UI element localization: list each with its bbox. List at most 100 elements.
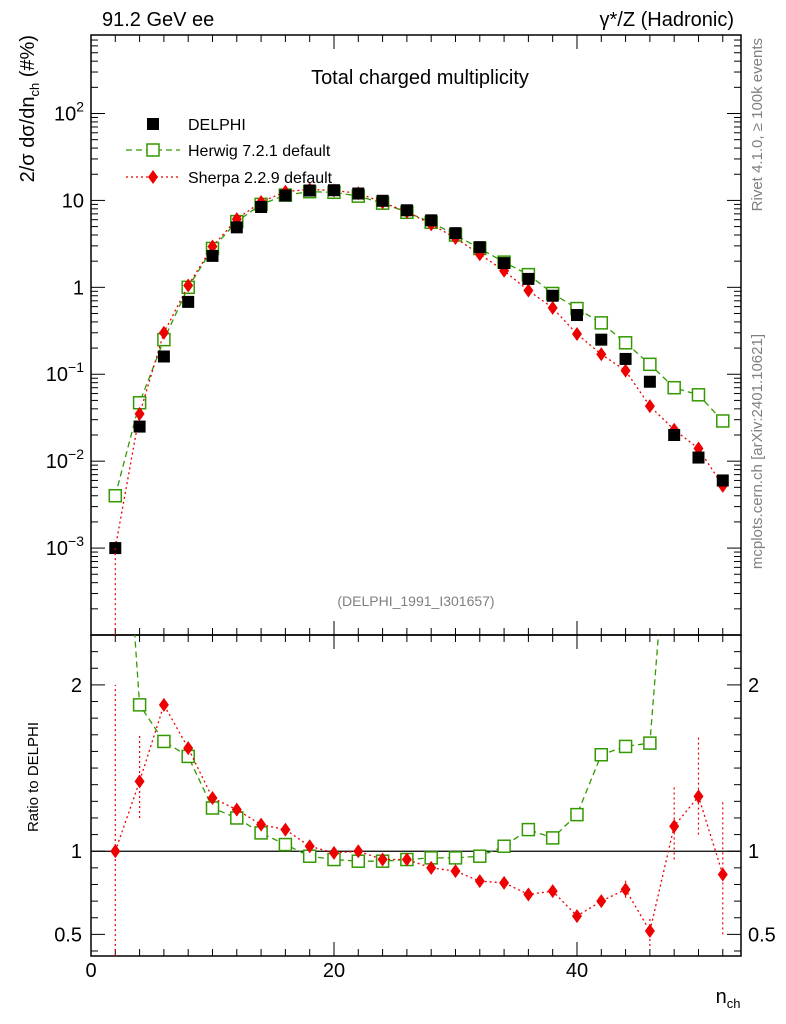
sherpa-point	[499, 875, 510, 890]
sherpa-point	[620, 363, 631, 378]
sherpa-point	[304, 839, 315, 854]
xlabel: nch	[716, 986, 741, 1011]
sherpa-point	[148, 170, 158, 184]
sherpa-point	[328, 845, 339, 860]
y-tick-label: 102	[54, 98, 84, 125]
data-point	[133, 420, 146, 433]
sherpa-point	[717, 867, 728, 882]
herwig-point	[473, 849, 487, 863]
herwig-point	[157, 734, 171, 749]
main-ylabel: 2/σ dσ/dnch (#%)	[17, 35, 42, 182]
sherpa-point	[158, 697, 169, 712]
y-tick-label: 10−3	[46, 533, 84, 560]
data-point	[473, 241, 486, 254]
sherpa-point	[183, 278, 194, 293]
sherpa-point	[207, 790, 218, 805]
sherpa-point	[280, 822, 291, 837]
x-tick-label: 0	[85, 960, 96, 982]
ratio-y-tick-label: 0.5	[54, 924, 82, 946]
herwig-point	[545, 831, 560, 845]
sherpa-point	[571, 327, 582, 342]
data-point	[157, 350, 170, 363]
herwig-point	[643, 736, 657, 750]
sherpa-point	[547, 884, 558, 899]
ratio-y-tick-label-right: 0.5	[748, 924, 776, 946]
sherpa-point	[183, 741, 194, 756]
sherpa-point	[571, 909, 582, 924]
legend-label: DELPHI	[188, 117, 246, 134]
sherpa-point	[158, 325, 169, 340]
sherpa-point	[644, 399, 655, 414]
data-point	[425, 214, 438, 227]
sherpa-point	[426, 860, 437, 875]
data-point	[522, 272, 535, 285]
ratio-ylabel: Ratio to DELPHI	[25, 722, 42, 832]
herwig-point	[278, 837, 293, 852]
sherpa-point	[620, 882, 631, 897]
data-point	[230, 221, 243, 234]
sherpa-point	[693, 789, 704, 804]
data-point	[595, 333, 608, 346]
data-point	[716, 474, 729, 487]
herwig-point	[146, 143, 160, 157]
herwig-point	[448, 851, 463, 865]
data-point	[352, 187, 365, 200]
sherpa-point	[596, 347, 607, 362]
ratio-series	[110, 635, 728, 956]
herwig-point	[716, 414, 730, 428]
herwig-point	[132, 698, 147, 712]
herwig-point	[643, 357, 657, 372]
x-tick-label: 20	[323, 960, 345, 982]
chart-title: Total charged multiplicity	[311, 67, 529, 89]
herwig-point	[667, 380, 681, 395]
herwig-point	[521, 822, 536, 837]
data-point	[147, 118, 159, 130]
y-tick-label: 10−1	[46, 359, 84, 386]
y-tick-label: 10−2	[46, 446, 84, 473]
x-tick-label: 40	[566, 960, 588, 982]
legend-label: Herwig 7.2.1 default	[188, 143, 331, 160]
sherpa-point	[547, 300, 558, 315]
herwig-point	[108, 489, 123, 503]
sherpa-point	[669, 819, 680, 834]
main-axes: 10−3 10−2 10−1 1 10 102	[46, 34, 741, 636]
herwig-point	[570, 807, 584, 822]
herwig-point	[594, 316, 609, 330]
header-left: 91.2 GeV ee	[102, 9, 214, 31]
sherpa-point	[110, 844, 121, 859]
data-point	[668, 429, 681, 441]
legend-label: Sherpa 2.2.9 default	[188, 170, 333, 187]
data-point	[643, 375, 656, 388]
data-point	[303, 184, 316, 197]
herwig-point	[618, 739, 633, 754]
data-point	[400, 204, 413, 217]
analysis-label: (DELPHI_1991_I301657)	[337, 593, 494, 609]
herwig-point	[691, 388, 706, 402]
ratio-axes: 0 20 40 0.5 0.5 1 1 2 2	[54, 635, 776, 982]
ratio-y-tick-label-right: 1	[748, 841, 759, 863]
herwig-point	[497, 839, 511, 853]
sherpa-point	[401, 852, 412, 867]
data-point	[279, 189, 292, 202]
ratio-y-tick-label-right: 2	[748, 675, 759, 697]
data-point	[546, 289, 559, 302]
legend: DELPHI Herwig 7.2.1 default Sherpa 2.2.9 d…	[126, 117, 333, 187]
sherpa-point	[353, 844, 364, 859]
side-label-bottom: mcplots.cern.ch [arXiv:2401.10621]	[749, 334, 766, 569]
y-tick-label: 1	[73, 277, 84, 299]
y-tick-label: 10	[62, 190, 84, 212]
data-point	[206, 249, 219, 262]
sherpa-point	[134, 406, 145, 421]
side-label-top: Rivet 4.1.0, ≥ 100k events	[749, 38, 766, 211]
herwig-point	[594, 748, 609, 762]
data-point	[255, 200, 268, 213]
main-series	[108, 182, 730, 635]
data-point	[327, 184, 340, 197]
data-point	[570, 309, 583, 322]
data-point	[449, 227, 462, 240]
sherpa-point	[256, 817, 267, 832]
data-point	[376, 194, 389, 207]
sherpa-point	[231, 802, 242, 817]
ratio-frame	[90, 634, 742, 957]
